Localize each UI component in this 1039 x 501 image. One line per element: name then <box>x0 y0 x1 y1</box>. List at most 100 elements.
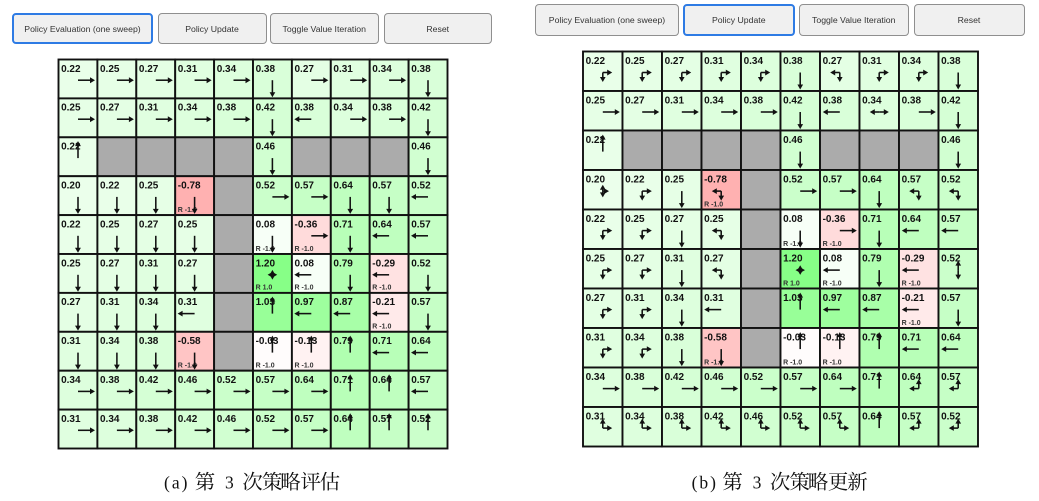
svg-text:-0.21: -0.21 <box>902 293 925 304</box>
svg-text:-0.13: -0.13 <box>823 332 846 343</box>
svg-text:0.27: 0.27 <box>823 56 843 67</box>
svg-text:-0.58: -0.58 <box>704 332 727 343</box>
svg-text:1.03: 1.03 <box>783 293 803 304</box>
svg-text:R -1.0: R -1.0 <box>823 359 842 366</box>
svg-text:0.20: 0.20 <box>61 181 81 192</box>
svg-text:0.08: 0.08 <box>823 253 843 264</box>
svg-text:0.22: 0.22 <box>61 142 81 153</box>
svg-text:0.64: 0.64 <box>411 336 431 347</box>
svg-text:0.87: 0.87 <box>862 293 882 304</box>
svg-text:R -1.0: R -1.0 <box>783 359 802 366</box>
svg-text:0.64: 0.64 <box>902 214 922 225</box>
svg-text:(a): (a) <box>164 473 189 493</box>
svg-text:0.27: 0.27 <box>139 219 159 230</box>
svg-text:0.57: 0.57 <box>941 372 961 383</box>
svg-text:0.38: 0.38 <box>139 414 159 425</box>
svg-text:R -1.0: R -1.0 <box>823 241 842 248</box>
svg-text:0.38: 0.38 <box>823 95 843 106</box>
svg-text:0.52: 0.52 <box>411 258 431 269</box>
svg-text:0.52: 0.52 <box>941 253 961 264</box>
svg-text:0.34: 0.34 <box>333 103 353 114</box>
svg-text:-0.21: -0.21 <box>372 297 395 308</box>
svg-text:-0.03: -0.03 <box>783 332 806 343</box>
svg-text:0.25: 0.25 <box>178 219 198 230</box>
svg-text:0.08: 0.08 <box>783 214 803 225</box>
svg-text:0.27: 0.27 <box>178 258 198 269</box>
svg-text:0.97: 0.97 <box>295 297 315 308</box>
svg-text:0.46: 0.46 <box>744 411 764 422</box>
svg-text:0.52: 0.52 <box>411 181 431 192</box>
svg-text:0.38: 0.38 <box>217 103 237 114</box>
svg-text:0.31: 0.31 <box>139 103 159 114</box>
svg-text:0.34: 0.34 <box>625 332 645 343</box>
svg-text:0.38: 0.38 <box>256 64 276 75</box>
svg-text:0.22: 0.22 <box>625 174 645 185</box>
svg-text:0.25: 0.25 <box>665 174 685 185</box>
svg-text:0.08: 0.08 <box>256 219 276 230</box>
svg-text:0.25: 0.25 <box>100 64 120 75</box>
svg-text:R -1.0: R -1.0 <box>256 363 275 370</box>
svg-text:0.34: 0.34 <box>178 103 198 114</box>
svg-text:-0.58: -0.58 <box>178 336 201 347</box>
svg-text:0.71: 0.71 <box>862 214 882 225</box>
svg-text:0.52: 0.52 <box>411 414 431 425</box>
svg-text:0.57: 0.57 <box>411 375 431 386</box>
svg-text:0.34: 0.34 <box>586 372 606 383</box>
svg-text:0.57: 0.57 <box>372 414 392 425</box>
svg-text:0.57: 0.57 <box>941 214 961 225</box>
svg-text:1.20: 1.20 <box>256 258 276 269</box>
svg-text:0.46: 0.46 <box>783 135 803 146</box>
svg-text:0.27: 0.27 <box>625 253 645 264</box>
svg-text:0.22: 0.22 <box>61 64 81 75</box>
svg-text:0.25: 0.25 <box>61 258 81 269</box>
svg-text:0.42: 0.42 <box>139 375 159 386</box>
svg-text:0.31: 0.31 <box>862 56 882 67</box>
svg-text:0.57: 0.57 <box>783 372 803 383</box>
svg-text:R -1.0: R -1.0 <box>295 363 314 370</box>
svg-text:R -1.0: R -1.0 <box>704 201 723 208</box>
svg-text:0.57: 0.57 <box>411 297 431 308</box>
svg-text:-0.78: -0.78 <box>178 181 201 192</box>
svg-text:0.38: 0.38 <box>941 56 961 67</box>
svg-text:R -1.0: R -1.0 <box>783 241 802 248</box>
svg-text:R -1.0: R -1.0 <box>823 280 842 287</box>
svg-text:0.46: 0.46 <box>941 135 961 146</box>
svg-text:0.31: 0.31 <box>61 336 81 347</box>
svg-text:0.34: 0.34 <box>862 95 882 106</box>
svg-text:0.64: 0.64 <box>333 414 353 425</box>
svg-text:0.34: 0.34 <box>704 95 724 106</box>
svg-text:0.57: 0.57 <box>823 174 843 185</box>
svg-text:0.42: 0.42 <box>411 103 431 114</box>
svg-text:0.57: 0.57 <box>941 293 961 304</box>
svg-text:0.22: 0.22 <box>100 181 120 192</box>
svg-text:0.64: 0.64 <box>823 372 843 383</box>
svg-text:0.31: 0.31 <box>139 258 159 269</box>
svg-text:0.38: 0.38 <box>100 375 120 386</box>
svg-text:0.31: 0.31 <box>625 293 645 304</box>
svg-text:0.34: 0.34 <box>100 414 120 425</box>
svg-text:0.42: 0.42 <box>941 95 961 106</box>
svg-text:0.27: 0.27 <box>139 64 159 75</box>
svg-text:R -1.0: R -1.0 <box>372 324 391 331</box>
svg-text:0.27: 0.27 <box>586 293 606 304</box>
svg-text:0.38: 0.38 <box>902 95 922 106</box>
svg-text:0.31: 0.31 <box>704 293 724 304</box>
svg-text:0.57: 0.57 <box>902 174 922 185</box>
svg-text:0.25: 0.25 <box>100 219 120 230</box>
svg-text:0.27: 0.27 <box>295 64 315 75</box>
svg-text:0.34: 0.34 <box>665 293 685 304</box>
svg-text:0.87: 0.87 <box>333 297 353 308</box>
svg-text:0.20: 0.20 <box>586 174 606 185</box>
svg-text:-0.13: -0.13 <box>295 336 318 347</box>
svg-text:0.71: 0.71 <box>333 375 353 386</box>
svg-text:0.46: 0.46 <box>256 142 276 153</box>
svg-text:0.25: 0.25 <box>586 95 606 106</box>
svg-text:0.31: 0.31 <box>333 64 353 75</box>
svg-text:R -1.0: R -1.0 <box>178 363 197 370</box>
svg-text:0.52: 0.52 <box>941 174 961 185</box>
svg-text:0.46: 0.46 <box>411 142 431 153</box>
svg-text:0.71: 0.71 <box>862 372 882 383</box>
svg-text:0.31: 0.31 <box>178 297 198 308</box>
svg-text:0.64: 0.64 <box>295 375 315 386</box>
svg-text:0.27: 0.27 <box>100 258 120 269</box>
